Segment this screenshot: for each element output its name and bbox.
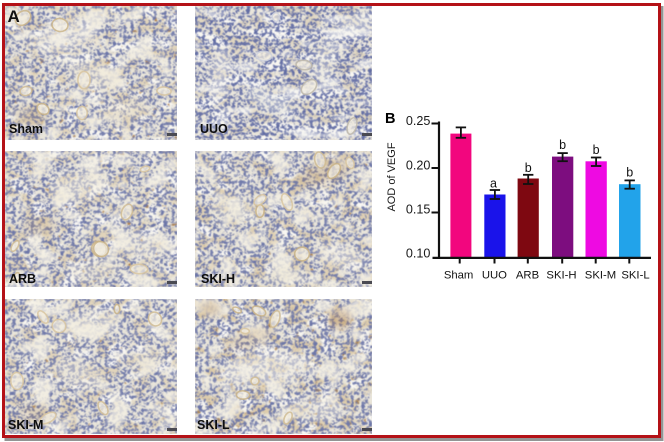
svg-text:SKI-H: SKI-H — [546, 269, 576, 281]
svg-text:UUO: UUO — [482, 269, 507, 281]
svg-text:b: b — [559, 138, 566, 152]
svg-text:SKI-L: SKI-L — [621, 269, 649, 281]
svg-text:0.25: 0.25 — [406, 114, 431, 128]
svg-text:a: a — [490, 177, 497, 191]
svg-text:B: B — [385, 111, 395, 127]
svg-text:b: b — [593, 143, 600, 157]
svg-text:ARB: ARB — [516, 269, 539, 281]
svg-text:0.10: 0.10 — [406, 247, 431, 261]
svg-text:AOD of VEGF: AOD of VEGF — [386, 142, 398, 211]
svg-text:b: b — [626, 166, 633, 180]
svg-text:b: b — [525, 161, 532, 175]
svg-text:SKI-M: SKI-M — [585, 269, 616, 281]
svg-text:0.15: 0.15 — [406, 202, 431, 216]
svg-text:Sham: Sham — [444, 269, 474, 281]
svg-text:0.20: 0.20 — [406, 158, 431, 172]
